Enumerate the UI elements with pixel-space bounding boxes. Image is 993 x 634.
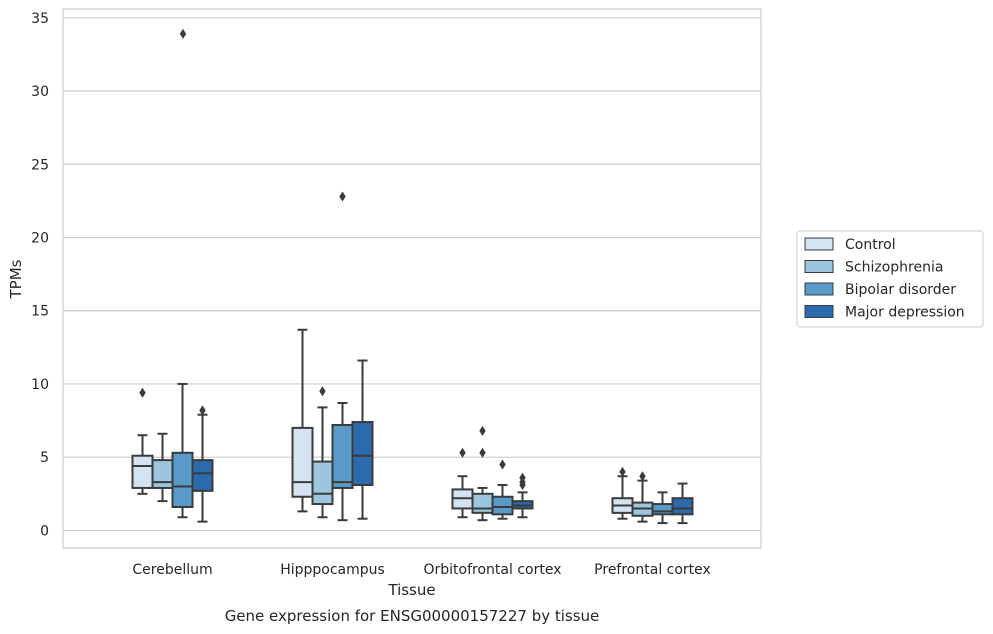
box-bipolar-disorder (331, 191, 354, 522)
legend-swatch (804, 282, 834, 296)
box-iqr (471, 492, 494, 514)
outlier-point (179, 28, 187, 39)
box-major-depression (511, 472, 534, 519)
box-iqr (311, 460, 334, 506)
y-tick-label: 5 (40, 450, 49, 466)
outlier-point (619, 466, 626, 477)
y-tick-labels: 0 5 10 15 20 25 30 35 (31, 11, 49, 540)
box-control (611, 466, 634, 520)
box-iqr (491, 495, 514, 516)
legend-label: Bipolar disorder (845, 282, 956, 298)
box-control (451, 447, 474, 519)
outlier-point (319, 386, 326, 397)
legend-swatch (804, 237, 834, 251)
x-tick-labels: Cerebellum Hipppocampus Orbitofrontal cort… (132, 562, 710, 578)
x-tick-label: Prefrontal cortex (594, 562, 711, 578)
box-iqr (191, 459, 214, 492)
box-bipolar-disorder (491, 459, 514, 520)
outlier-point (339, 191, 346, 202)
legend-frame (796, 230, 984, 328)
y-tick-label: 20 (31, 230, 49, 246)
legend-label: Major depression (845, 305, 965, 321)
box-iqr (131, 454, 154, 489)
box-major-depression (351, 359, 374, 520)
outlier-point (499, 459, 506, 470)
box-control (131, 387, 154, 495)
box-iqr (671, 497, 694, 516)
box-iqr (351, 421, 374, 487)
y-axis-label: TPMs (7, 259, 25, 299)
box-schizophrenia (311, 386, 334, 519)
x-axis-label: Tissue (387, 581, 435, 599)
box-iqr (651, 503, 674, 516)
legend-label: Control (845, 237, 896, 253)
y-tick-label: 35 (31, 11, 49, 27)
outlier-point (479, 447, 486, 458)
legend-label: Schizophrenia (845, 260, 943, 276)
x-tick-label: Orbitofrontal cortex (424, 562, 562, 578)
y-tick-label: 10 (31, 377, 49, 393)
chart-caption: Gene expression for ENSG00000157227 by t… (225, 607, 600, 625)
outlier-point (459, 447, 466, 458)
outlier-point (479, 425, 486, 436)
box-schizophrenia (151, 432, 174, 503)
box-control (291, 328, 314, 513)
y-tick-label: 25 (31, 157, 49, 173)
y-tick-label: 30 (31, 84, 49, 100)
y-tick-label: 15 (31, 304, 49, 320)
outlier-point (639, 471, 646, 482)
legend-swatch (804, 260, 834, 273)
box-iqr (171, 451, 194, 508)
outlier-point (199, 405, 206, 416)
legend-swatch (804, 305, 834, 318)
box-iqr (151, 459, 174, 489)
box-iqr (331, 423, 354, 489)
x-tick-label: Hipppocampus (280, 562, 385, 578)
legend: Control Schizophrenia Bipolar disorder Majo… (796, 230, 984, 328)
outlier-point (139, 387, 146, 398)
boxes (131, 28, 694, 525)
box-major-depression (671, 482, 694, 525)
box-iqr (291, 426, 314, 498)
outlier-point (519, 472, 526, 483)
y-tick-label: 0 (40, 523, 49, 539)
box-major-depression (191, 405, 214, 523)
x-tick-label: Cerebellum (132, 562, 212, 578)
box-schizophrenia (471, 425, 494, 522)
